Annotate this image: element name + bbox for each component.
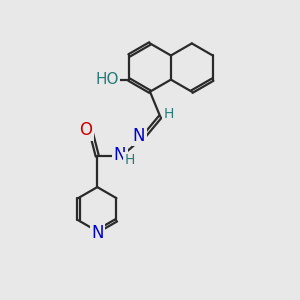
Text: H: H: [124, 153, 135, 167]
Text: N: N: [133, 127, 146, 145]
Text: O: O: [80, 121, 93, 139]
Text: H: H: [164, 107, 174, 121]
Text: N: N: [91, 224, 103, 242]
Text: HO: HO: [95, 72, 119, 87]
Text: N: N: [114, 146, 126, 164]
